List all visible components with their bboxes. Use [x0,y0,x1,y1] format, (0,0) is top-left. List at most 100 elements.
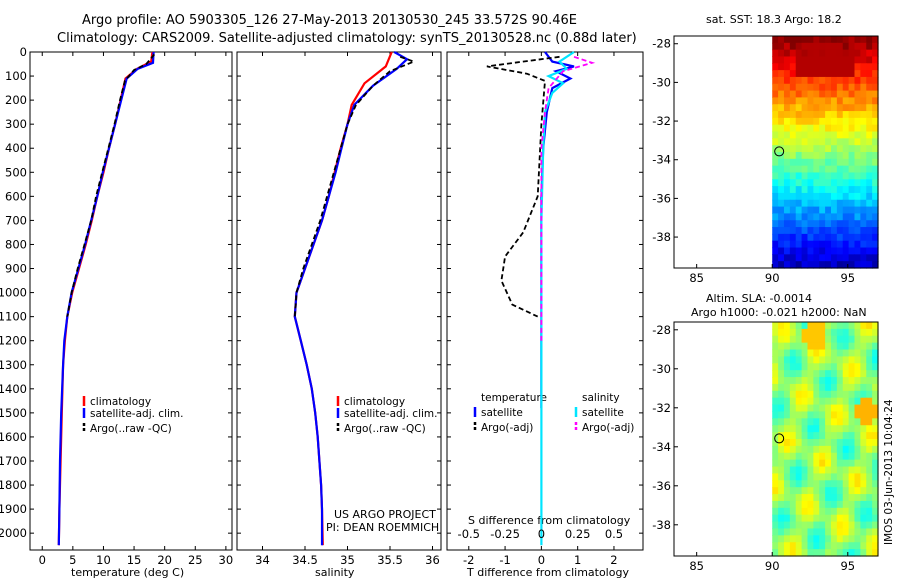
sst-map-cell [772,42,779,51]
depth-tick-label: 600 [5,189,27,203]
sst-map-cell [825,145,832,153]
sst-map-cell [854,240,861,249]
sst-map-cell [795,165,803,174]
sla-map-cell [860,487,867,495]
sst-map-cell [830,117,838,126]
sst-map-xtick-label: 85 [689,271,704,285]
sla-map-frame [673,321,879,557]
sla-map-cell [854,411,861,419]
sst-map-cell [801,83,809,92]
sst-map-cell [807,83,814,92]
depth-tick-label: 1800 [0,478,27,492]
sla-map-cell [836,521,844,530]
sst-map-cell [842,111,850,119]
sst-map-cell [772,111,779,119]
sla-map-cell [778,383,785,392]
sst-map-cell [778,131,785,139]
sla-map-cell [778,514,785,523]
sla-map-cell [854,390,861,399]
sla-map-cell [778,322,785,330]
sla-map-cell [866,466,873,475]
sst-map-cell [807,111,814,119]
sla-map-cell [801,452,809,461]
sst-map-cell [778,90,785,99]
sla-map-cell [848,342,856,351]
sst-map-cell [866,117,873,126]
sla-map-cell [866,335,873,344]
sst-map-cell [819,124,826,133]
sst-map-cell [795,186,803,194]
sst-map-cell [866,111,873,119]
sst-map-cell [801,158,809,167]
sst-map-cell [854,104,861,112]
sla-map-cell [807,500,814,509]
diff-legend-sal-header: salinity [582,392,620,404]
sst-map-cell [842,165,850,174]
sst-map-cell [842,192,850,201]
sst-map-cell [772,172,779,180]
sla-map-ytick-label: -38 [652,518,671,532]
sla-map-cell [795,370,803,378]
sst-map-cell [854,42,861,51]
sla-map-cell [866,411,873,419]
sst-map-cell [819,179,826,187]
sla-map-cell [783,535,791,543]
sst-map-cell [795,90,803,99]
sst-map-cell [830,90,838,99]
sst-map-cell [783,158,791,167]
sla-map-cell [848,528,856,536]
sst-map-cell [819,158,826,167]
sla-map-cell [789,521,797,530]
sst-map-cell [830,233,838,242]
sla-map-cell [783,452,791,461]
sla-map-cell [872,514,879,523]
diff-xlabel-temperature: T difference from climatology [466,566,629,579]
sla-map-cell [860,349,867,358]
sal-xtick-label: 34.5 [292,553,318,567]
sla-map-cell [813,328,820,337]
sst-map-cell [860,261,867,269]
sla-map-cell [825,432,832,440]
sla-map-cell [842,466,850,475]
sst-map-cell [789,76,797,85]
sla-map-cell [848,411,856,419]
sla-map-cell [830,549,838,557]
sla-map-cell [807,528,814,536]
sla-map-cell [813,342,820,351]
sla-map-cell [795,322,803,330]
sla-map-cell [772,425,779,433]
sal-xlabel: salinity [315,566,355,579]
sst-map-cell [842,247,850,255]
temp-xtick-label: 20 [157,553,172,567]
sla-map-cell [772,349,779,358]
sla-map-cell [842,377,850,385]
sla-map-cell [783,370,791,378]
sla-map-cell [813,335,820,344]
sla-map-cell [848,466,856,475]
sla-map-cell [836,397,844,406]
sla-map-cell [772,335,779,344]
sst-map-cell [783,247,791,255]
sla-map-cell [866,390,873,399]
sst-map-cell [830,213,838,221]
sla-map-cell [795,383,803,392]
sla-map-cell [860,342,867,351]
sla-map-cell [778,542,785,550]
sla-map-cell [836,411,844,419]
sst-map-cell [866,165,873,174]
sla-map-cell [854,514,861,523]
sla-map-cell [830,439,838,447]
depth-tick-label: 100 [5,69,27,83]
sla-map-cell [825,459,832,468]
sla-map-cell [795,500,803,509]
sst-map-ytick-label: -38 [652,230,671,244]
sst-map-ytick-label: -34 [652,153,671,167]
sla-map-cell [819,328,826,337]
sla-map-cell [813,466,820,475]
sst-map-cell [854,111,861,119]
sla-map-cell [854,480,861,488]
sst-map-cell [819,63,826,71]
sla-map-cell [801,459,809,468]
depth-tick-label: 1300 [0,358,27,372]
